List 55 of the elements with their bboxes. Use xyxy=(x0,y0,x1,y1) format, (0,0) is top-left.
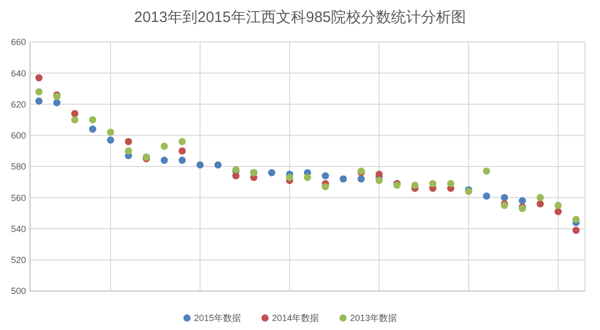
point xyxy=(35,74,43,82)
point xyxy=(35,98,43,105)
point xyxy=(160,142,168,150)
chart-title: 2013年到2015年江西文科985院校分数统计分析图 xyxy=(134,9,466,26)
point xyxy=(178,156,186,164)
legend-label: 2015年数据 xyxy=(194,313,242,324)
point xyxy=(71,116,78,124)
point xyxy=(89,116,96,124)
point xyxy=(340,175,347,183)
point xyxy=(178,147,186,155)
point xyxy=(214,161,222,169)
point xyxy=(536,200,544,208)
y-tick-label: 580 xyxy=(10,162,26,172)
point xyxy=(106,136,114,144)
point xyxy=(322,172,330,180)
point xyxy=(554,202,562,210)
point xyxy=(196,161,204,169)
point xyxy=(124,138,132,146)
y-tick-label: 600 xyxy=(10,130,26,141)
point xyxy=(286,174,294,181)
point xyxy=(518,197,526,204)
point xyxy=(536,194,544,202)
point xyxy=(304,174,312,181)
point xyxy=(160,156,168,164)
y-tick-label: 640 xyxy=(10,68,26,78)
legend-label: 2014年数据 xyxy=(272,313,320,324)
point xyxy=(554,208,562,216)
point xyxy=(268,169,276,176)
point xyxy=(35,88,43,96)
point xyxy=(411,182,419,189)
point xyxy=(178,138,186,146)
y-tick-label: 660 xyxy=(10,37,26,48)
point xyxy=(572,216,580,224)
y-tick-label: 500 xyxy=(10,286,26,296)
point xyxy=(482,168,490,175)
point xyxy=(376,170,383,178)
point xyxy=(500,194,508,202)
y-tick-label: 560 xyxy=(10,192,26,203)
legend-label: 2013年数据 xyxy=(350,313,398,324)
point xyxy=(358,175,365,183)
y-tick-label: 520 xyxy=(10,255,26,266)
point xyxy=(106,128,114,136)
point xyxy=(53,99,60,106)
point xyxy=(232,172,240,180)
y-tick-label: 540 xyxy=(10,224,26,234)
point xyxy=(89,126,96,133)
point xyxy=(376,176,383,184)
point xyxy=(482,192,490,200)
point xyxy=(124,147,132,155)
point xyxy=(447,180,454,188)
point xyxy=(572,226,580,234)
y-tick-label: 620 xyxy=(10,99,26,110)
point xyxy=(429,180,436,188)
point xyxy=(322,183,330,190)
point xyxy=(71,110,78,118)
